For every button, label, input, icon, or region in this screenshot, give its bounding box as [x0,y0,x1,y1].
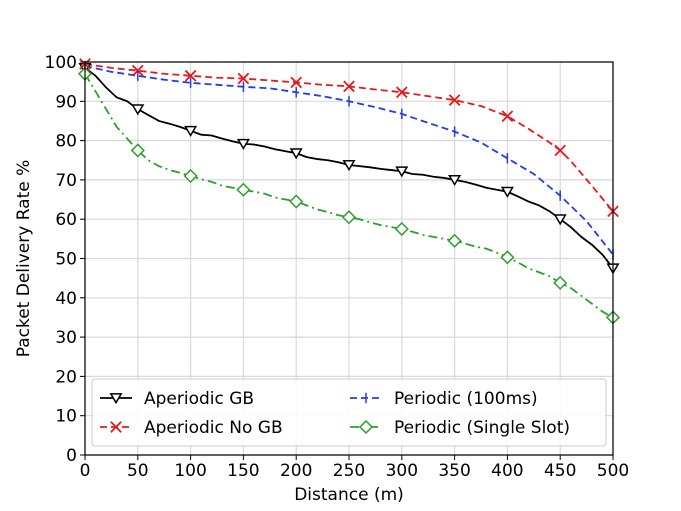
x-axis-title: Distance (m) [294,485,404,505]
x-tick-label: 100 [174,461,206,481]
data-point [342,160,356,172]
x-tick-label: 400 [491,461,523,481]
series-line [84,63,614,212]
legend-label: Aperiodic GB [144,389,254,409]
x-tick-label: 300 [386,461,418,481]
series-markers [77,58,621,325]
y-tick-label: 30 [55,328,77,348]
x-tick-label: 150 [227,461,259,481]
data-point [236,182,251,197]
legend-items: Aperiodic GB Aperiodic No GB Periodic (100… [100,389,570,438]
data-point [553,214,567,226]
y-tick-label: 70 [55,171,77,191]
data-point [237,72,250,85]
data-point [395,166,409,178]
legend-label: Periodic (100ms) [394,389,538,409]
legend-label: Periodic (Single Slot) [394,418,570,438]
data-point [184,69,197,82]
y-tick-label: 40 [55,289,77,309]
data-point [448,174,462,187]
y-tick-label: 20 [55,367,77,387]
x-tick-label: 0 [80,461,91,481]
data-point [500,186,514,198]
data-point [448,94,461,106]
data-point [131,104,145,116]
data-point [343,80,355,93]
data-point [447,233,462,248]
legend-label: Aperiodic No GB [144,418,283,438]
data-point [184,125,198,137]
y-tick-label: 10 [55,407,77,427]
data-point [553,275,568,290]
legend-marker [110,421,122,433]
data-point [394,221,409,237]
data-point [289,148,303,160]
legend-marker [109,393,123,405]
data-point [395,86,408,99]
x-tick-label: 50 [127,461,149,481]
data-point [130,143,145,158]
y-tick-label: 50 [55,250,77,270]
legend-item: Aperiodic No GB [100,418,283,438]
data-point [500,250,515,265]
y-axis-title: Packet Delivery Rate % [14,160,34,358]
data-point [289,194,304,209]
legend-item: Aperiodic GB [100,389,254,409]
y-tick-label: 80 [55,132,77,152]
y-tick-label: 100 [45,53,77,73]
legend-marker [358,419,374,435]
y-tick-label: 60 [55,210,77,230]
data-point [341,210,357,225]
x-tick-label: 500 [597,461,629,481]
legend: Aperiodic GB Aperiodic No GB Periodic (100… [91,378,607,447]
data-point [183,168,198,184]
data-point [501,110,514,123]
x-tick-label: 450 [544,461,576,481]
data-point [236,138,250,150]
x-tick-label: 200 [280,461,312,481]
data-point [290,76,303,89]
x-tick-label: 250 [333,461,365,481]
y-tick-label: 90 [55,92,77,112]
legend-item: Periodic (Single Slot) [350,418,570,438]
data-point [554,144,567,157]
x-tick-label: 350 [438,461,470,481]
legend-item: Periodic (100ms) [350,389,538,409]
y-tick-label: 0 [66,446,77,466]
legend-box [91,378,607,447]
axis-ticks: 0 50 100 150 200 250 300 350 400 450 500 0 10 20 30 40 5… [45,53,630,481]
